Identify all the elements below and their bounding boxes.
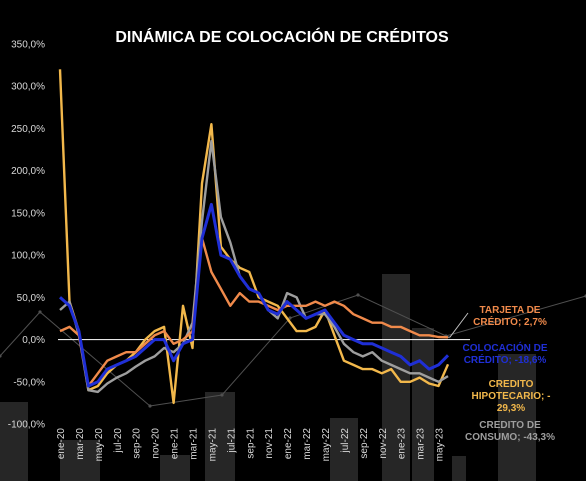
x-tick-label: nov-21 bbox=[264, 428, 275, 459]
background-point bbox=[0, 354, 2, 358]
series-line-tarjeta bbox=[59, 236, 449, 388]
y-tick-label: -100,0% bbox=[8, 420, 45, 431]
background-point bbox=[148, 404, 152, 408]
x-tick-label: mar-21 bbox=[188, 428, 199, 460]
series-label-tarjeta: TARJETA DE CRÉDITO; 2,7% bbox=[473, 305, 547, 328]
x-tick-label: sep-20 bbox=[132, 428, 143, 459]
x-tick-label: sep-21 bbox=[245, 428, 256, 459]
background-point bbox=[356, 293, 360, 297]
y-tick-label: 50,0% bbox=[17, 293, 45, 304]
y-tick-label: 300,0% bbox=[11, 82, 45, 93]
background-point bbox=[288, 316, 292, 320]
background-bar bbox=[0, 402, 28, 481]
x-tick-label: may-23 bbox=[435, 428, 446, 462]
y-tick-label: 100,0% bbox=[11, 251, 45, 262]
x-tick-label: may-21 bbox=[207, 428, 218, 462]
y-tick-label: 200,0% bbox=[11, 166, 45, 177]
y-tick-label: -50,0% bbox=[13, 377, 45, 388]
background-point bbox=[220, 393, 224, 397]
x-tick-label: ene-20 bbox=[56, 428, 67, 460]
x-tick-label: nov-22 bbox=[378, 428, 389, 459]
x-tick-label: mar-20 bbox=[75, 428, 86, 460]
y-tick-label: 0,0% bbox=[22, 335, 45, 346]
background-bar bbox=[205, 392, 235, 481]
background-bar bbox=[452, 456, 466, 481]
x-tick-label: mar-22 bbox=[302, 428, 313, 460]
x-axis: ene-20 mar-20 may-20 jul-20 sep-20 nov-20 ene-… bbox=[56, 428, 446, 462]
x-tick-label: ene-21 bbox=[170, 428, 181, 460]
background-point bbox=[38, 310, 42, 314]
series-lines bbox=[58, 69, 450, 405]
series-label-consumo: CREDITO DE CONSUMO; -43,3% bbox=[465, 420, 555, 443]
background-bar bbox=[498, 354, 536, 481]
x-tick-label: jul-20 bbox=[113, 428, 124, 454]
series-label-hipotecario: CREDITO HIPOTECARIO; -29,3% bbox=[472, 379, 551, 414]
x-tick-label: ene-23 bbox=[397, 428, 408, 460]
y-tick-label: 150,0% bbox=[11, 208, 45, 219]
series-label-colocacion: COLOCACIÓN DE CRÉDITO; -18,6% bbox=[463, 341, 548, 366]
background-bar bbox=[330, 418, 358, 481]
series-labels: CREDITO HIPOTECARIO; -29,3% CREDITO DE CONS… bbox=[447, 305, 555, 443]
x-tick-label: mar-23 bbox=[416, 428, 427, 460]
x-tick-label: sep-22 bbox=[359, 428, 370, 459]
y-tick-label: 350,0% bbox=[11, 40, 45, 51]
background-bar bbox=[60, 440, 100, 481]
y-axis: 350,0% 300,0% 250,0% 200,0% 150,0% 100,0% 50,0… bbox=[8, 40, 45, 431]
y-tick-label: 250,0% bbox=[11, 124, 45, 135]
series-line-colocacion bbox=[58, 202, 450, 388]
x-tick-label: may-20 bbox=[94, 428, 105, 462]
x-tick-label: jul-22 bbox=[340, 428, 351, 454]
chart-title: DINÁMICA DE COLOCACIÓN DE CRÉDITOS bbox=[115, 27, 449, 46]
x-tick-label: ene-22 bbox=[283, 428, 294, 460]
x-tick-label: may-22 bbox=[321, 428, 332, 462]
background-bar bbox=[160, 455, 190, 481]
background-line bbox=[0, 294, 586, 407]
x-tick-label: jul-21 bbox=[226, 428, 237, 454]
leader-line bbox=[447, 312, 469, 338]
background-bar bbox=[412, 328, 434, 481]
x-tick-label: nov-20 bbox=[151, 428, 162, 459]
